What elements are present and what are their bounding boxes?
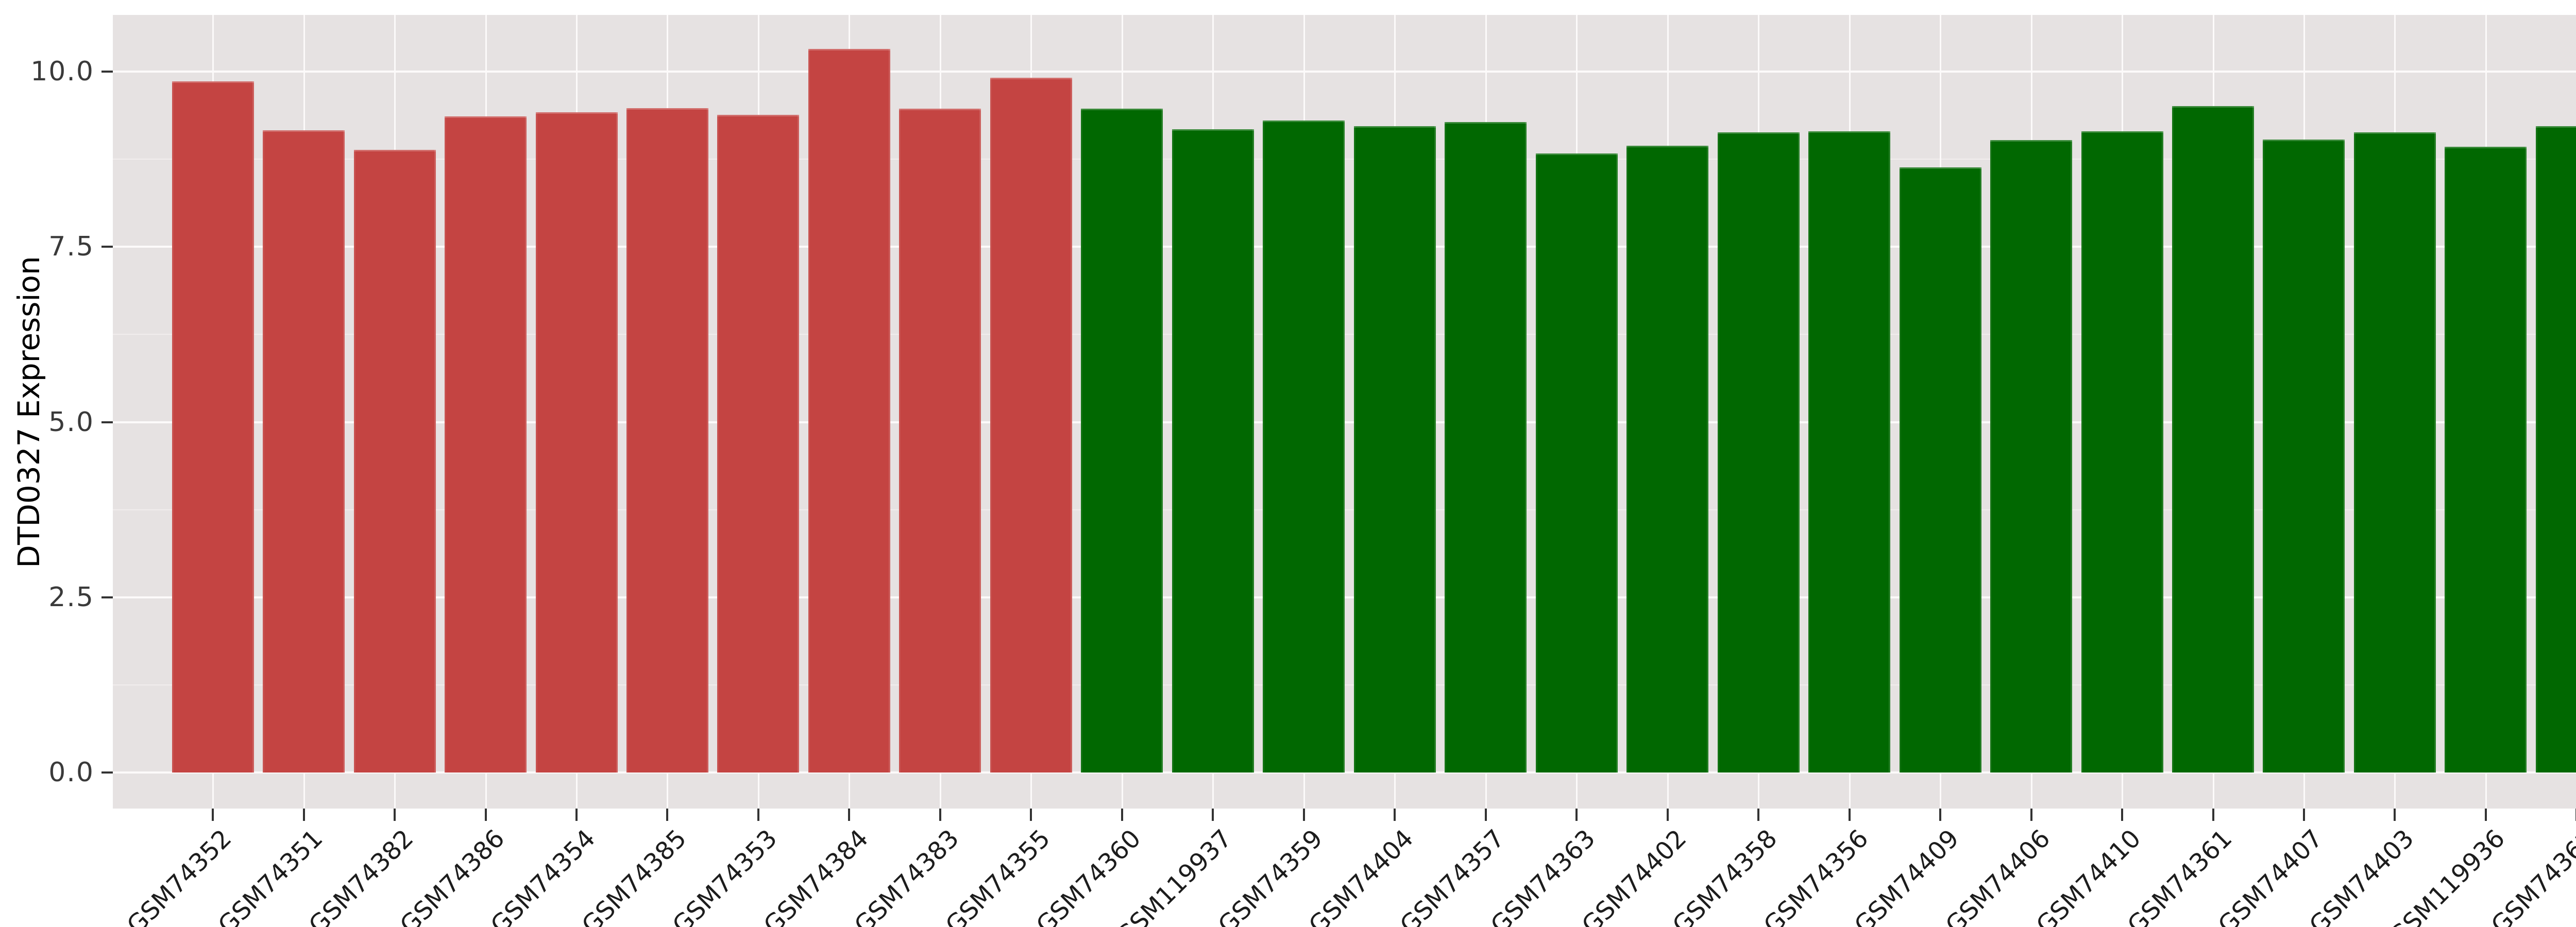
gridline-major-y-10 bbox=[113, 71, 2576, 73]
bar-GSM74351 bbox=[263, 130, 345, 772]
y-tick-label-5.0: 5.0 bbox=[48, 406, 94, 438]
y-tick-mark-7.5 bbox=[101, 246, 113, 248]
bar-GSM74356 bbox=[1808, 131, 1890, 772]
bar-GSM74358 bbox=[1718, 132, 1800, 772]
y-tick-label-0.0: 0.0 bbox=[48, 757, 94, 788]
x-tick-mark-GSM74358 bbox=[1757, 809, 1760, 821]
y-tick-label-7.5: 7.5 bbox=[48, 231, 94, 263]
bar-GSM74357 bbox=[1445, 122, 1527, 772]
x-tick-mark-GSM119937 bbox=[1212, 809, 1214, 821]
bar-GSM119937 bbox=[1172, 129, 1254, 772]
x-tick-mark-GSM74352 bbox=[212, 809, 214, 821]
plot-panel bbox=[113, 15, 2576, 809]
bar-GSM74361 bbox=[2172, 106, 2254, 772]
x-tick-mark-GSM74407 bbox=[2302, 809, 2305, 821]
bar-GSM74385 bbox=[626, 108, 708, 772]
x-tick-mark-GSM119936 bbox=[2484, 809, 2487, 821]
x-tick-mark-GSM74382 bbox=[394, 809, 396, 821]
x-tick-mark-GSM74385 bbox=[666, 809, 669, 821]
y-tick-label-10.0: 10.0 bbox=[30, 56, 94, 87]
x-tick-mark-GSM74404 bbox=[1394, 809, 1396, 821]
y-tick-mark-2.5 bbox=[101, 596, 113, 598]
x-tick-mark-GSM74357 bbox=[1484, 809, 1487, 821]
y-tick-label-2.5: 2.5 bbox=[48, 581, 94, 613]
bar-GSM74355 bbox=[990, 78, 1072, 772]
bar-GSM74359 bbox=[1263, 121, 1345, 772]
x-tick-mark-GSM74402 bbox=[1666, 809, 1669, 821]
x-tick-mark-GSM74363 bbox=[1575, 809, 1578, 821]
x-tick-mark-GSM74383 bbox=[939, 809, 941, 821]
bar-GSM74386 bbox=[445, 116, 527, 772]
x-tick-mark-GSM74384 bbox=[848, 809, 851, 821]
bar-GSM74384 bbox=[808, 49, 890, 772]
x-tick-mark-GSM74406 bbox=[2030, 809, 2032, 821]
y-tick-mark-0.0 bbox=[101, 771, 113, 774]
x-tick-mark-GSM74410 bbox=[2121, 809, 2124, 821]
bar-GSM119936 bbox=[2445, 147, 2527, 772]
x-tick-mark-GSM74351 bbox=[302, 809, 305, 821]
bar-GSM74362 bbox=[2536, 126, 2576, 772]
bar-GSM74406 bbox=[1990, 140, 2072, 772]
bar-GSM74363 bbox=[1536, 153, 1618, 772]
x-tick-mark-GSM74354 bbox=[575, 809, 578, 821]
gridline-major-y-0 bbox=[113, 771, 2576, 774]
x-tick-mark-GSM74360 bbox=[1121, 809, 1123, 821]
bar-GSM74360 bbox=[1081, 109, 1163, 772]
bar-GSM74404 bbox=[1354, 126, 1436, 772]
bar-GSM74402 bbox=[1626, 146, 1708, 772]
x-tick-mark-GSM74356 bbox=[1848, 809, 1851, 821]
bar-GSM74410 bbox=[2081, 131, 2163, 772]
x-tick-mark-GSM74355 bbox=[1030, 809, 1032, 821]
bar-GSM74409 bbox=[1900, 167, 1981, 772]
bar-GSM74407 bbox=[2263, 140, 2345, 772]
bar-GSM74352 bbox=[172, 81, 254, 772]
x-tick-mark-GSM74359 bbox=[1302, 809, 1305, 821]
bar-GSM74403 bbox=[2354, 132, 2436, 772]
x-tick-mark-GSM74361 bbox=[2212, 809, 2214, 821]
bar-GSM74382 bbox=[354, 150, 436, 772]
y-tick-mark-5.0 bbox=[101, 421, 113, 423]
x-tick-mark-GSM74403 bbox=[2394, 809, 2396, 821]
x-tick-mark-GSM74386 bbox=[484, 809, 487, 821]
x-tick-mark-GSM74409 bbox=[1939, 809, 1942, 821]
bar-GSM74354 bbox=[536, 112, 618, 772]
bar-GSM74383 bbox=[899, 109, 981, 772]
bar-GSM74353 bbox=[717, 115, 799, 772]
x-tick-mark-GSM74353 bbox=[757, 809, 759, 821]
y-tick-mark-10.0 bbox=[101, 71, 113, 73]
